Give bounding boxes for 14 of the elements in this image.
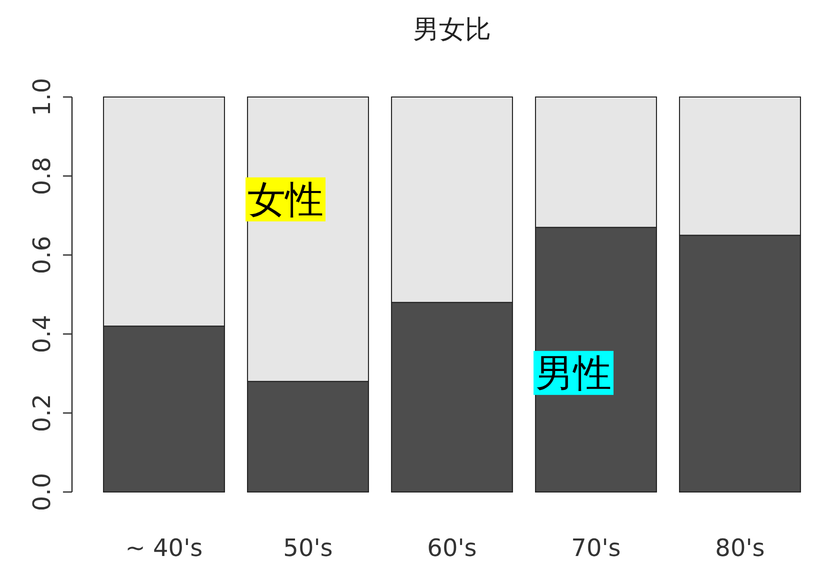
- y-tick-label: 0.6: [28, 236, 56, 274]
- y-tick-label: 0.0: [28, 472, 56, 512]
- y-tick-label: 0.4: [28, 314, 56, 354]
- x-tick-label: 70's: [571, 534, 621, 562]
- x-tick-label: 50's: [283, 534, 333, 562]
- series-label: 男性: [536, 350, 612, 395]
- y-tick-label: 0.2: [28, 394, 56, 432]
- y-tick-label: 0.8: [28, 156, 56, 196]
- x-tick-label: 80's: [715, 534, 765, 562]
- x-tick-label: ~ 40's: [125, 534, 203, 562]
- series-label: 女性: [248, 177, 324, 222]
- y-tick-label: 1.0: [28, 78, 56, 116]
- x-tick-label: 60's: [427, 534, 477, 562]
- chart-title: 男女比: [413, 15, 491, 45]
